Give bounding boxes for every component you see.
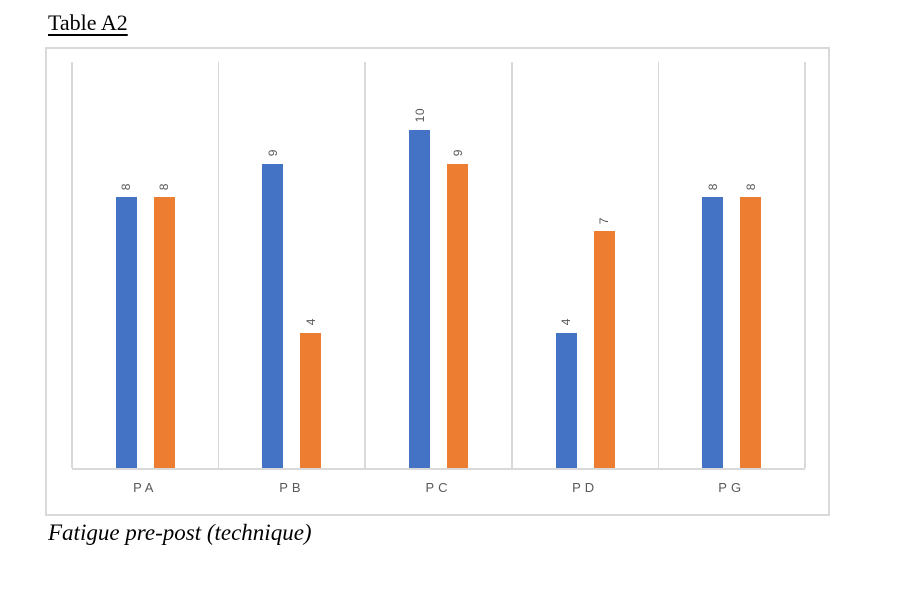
bar-pa-series-2	[153, 197, 175, 468]
value-label: 8	[743, 183, 758, 191]
value-label: 10	[412, 108, 427, 123]
value-label: 8	[119, 183, 134, 191]
gridline	[217, 62, 220, 468]
value-label: 4	[559, 318, 574, 326]
bar-pc-series-1	[409, 129, 430, 468]
gridline	[71, 62, 73, 468]
chart-caption: Fatigue pre-post (technique)	[48, 520, 312, 545]
gridline	[364, 62, 366, 468]
bar-pb-series-1	[262, 163, 284, 468]
bar-pa-series-1	[115, 197, 137, 468]
gridline	[657, 62, 660, 468]
axis-line	[72, 468, 805, 470]
bar-pd-series-1	[555, 332, 577, 468]
value-label: 8	[157, 183, 172, 191]
bar-pg-series-2	[740, 197, 762, 468]
value-label: 9	[265, 149, 280, 157]
category-label-pd: PD	[572, 480, 599, 495]
bar-pb-series-2	[300, 332, 322, 468]
page-title: Table A2	[48, 10, 128, 35]
value-label: 9	[450, 149, 465, 157]
category-label-pb: PB	[279, 480, 305, 495]
gridline	[804, 62, 806, 468]
category-label-pg: PG	[718, 480, 746, 495]
bar-pc-series-2	[447, 163, 468, 468]
bar-pd-series-2	[593, 231, 615, 468]
category-label-pc: PC	[425, 480, 452, 495]
category-axis: PA PB PC PD PG	[72, 480, 805, 498]
gridline	[511, 62, 513, 468]
value-label: 4	[303, 318, 318, 326]
bar-chart: 8 8 9 4 10 9 4 7 8 8 PA PB PC PD PG	[45, 47, 830, 516]
value-label: 7	[597, 216, 612, 225]
value-label: 8	[705, 183, 720, 191]
bar-pg-series-1	[702, 197, 724, 468]
plot-area: 8 8 9 4 10 9 4 7 8 8	[71, 62, 806, 470]
category-label-pa: PA	[133, 480, 158, 495]
